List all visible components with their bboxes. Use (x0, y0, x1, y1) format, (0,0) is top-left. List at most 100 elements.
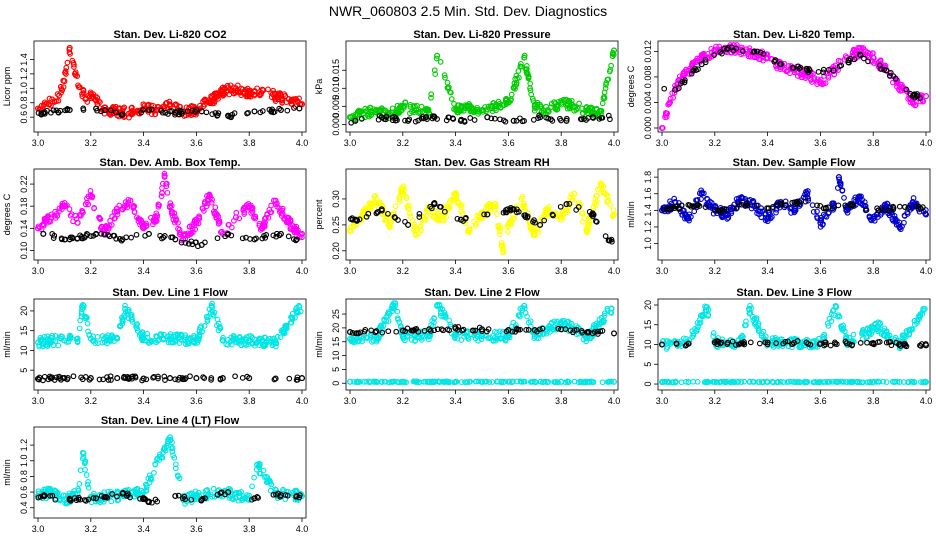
data-point (59, 87, 66, 93)
data-point (705, 312, 711, 319)
y-tick-label: 1.0 (19, 82, 29, 95)
data-point (885, 210, 892, 217)
data-point (593, 218, 599, 225)
plot-frame (33, 298, 307, 391)
data-point (887, 339, 894, 345)
data-point (885, 207, 891, 214)
data-point (140, 222, 147, 229)
data-point (452, 190, 459, 197)
data-point (402, 218, 408, 225)
data-point (427, 203, 434, 210)
data-point (209, 93, 216, 100)
data-point (362, 105, 369, 112)
data-point (49, 374, 55, 381)
data-point (172, 465, 179, 472)
data-point (506, 99, 513, 105)
data-point (394, 308, 401, 315)
panel-li820-temp: Stan. Dev. Li-820 Temp. degrees C 3.0 3.2 3.… (624, 26, 936, 161)
y-tick-label: 0.6 (19, 486, 29, 499)
data-point (267, 478, 273, 485)
data-point (346, 378, 354, 385)
data-point (428, 205, 435, 212)
data-point (462, 379, 468, 385)
data-point (867, 50, 873, 57)
data-point (685, 340, 692, 347)
data-point (537, 114, 544, 121)
data-point (592, 196, 599, 203)
data-point (386, 110, 393, 117)
data-point (283, 214, 290, 221)
data-point (403, 379, 409, 386)
data-point (209, 303, 216, 311)
data-point (804, 190, 811, 197)
data-point (502, 118, 509, 125)
data-point (117, 322, 124, 329)
data-point (268, 481, 275, 488)
data-point (717, 378, 724, 385)
data-point (145, 498, 152, 505)
data-point (82, 459, 89, 466)
x-tick-label: 4.0 (920, 266, 933, 276)
y-tick-label: 0.008 (643, 66, 653, 89)
data-point (94, 334, 101, 340)
data-point (827, 342, 834, 349)
data-point (373, 106, 380, 114)
data-point (62, 68, 69, 74)
data-point (196, 213, 202, 220)
data-point (892, 219, 899, 225)
data-point (278, 97, 285, 104)
data-point (413, 379, 419, 385)
data-point (53, 98, 60, 105)
data-point (689, 334, 696, 340)
data-point (73, 497, 80, 504)
data-point (159, 185, 165, 191)
data-point (875, 207, 882, 214)
data-point (670, 94, 677, 101)
x-tick-label: 3.4 (761, 266, 774, 276)
data-point (55, 492, 61, 499)
data-point (278, 210, 285, 217)
data-point (146, 472, 153, 479)
data-point (428, 91, 435, 98)
data-point (125, 307, 132, 313)
data-point (601, 310, 608, 317)
data-point (599, 379, 606, 386)
data-point (278, 328, 285, 334)
data-point (201, 323, 208, 329)
data-point (739, 48, 746, 54)
plot-frame (345, 298, 619, 391)
data-point (277, 106, 284, 114)
data-point (850, 52, 857, 59)
data-point (673, 341, 680, 347)
data-point (826, 209, 832, 216)
data-point (871, 341, 877, 348)
y-tick-label: 0.6 (19, 111, 29, 124)
data-point (260, 219, 267, 226)
data-point (545, 378, 552, 385)
data-point (448, 89, 454, 96)
data-point (888, 342, 895, 349)
data-point (433, 55, 440, 62)
data-point (106, 233, 113, 240)
data-point (478, 326, 486, 333)
data-point (662, 112, 669, 118)
data-point (491, 335, 498, 341)
data-point (178, 239, 185, 246)
data-point (161, 172, 168, 179)
data-point (699, 312, 706, 319)
data-point (145, 230, 152, 237)
data-point (167, 200, 174, 206)
data-point (525, 327, 532, 333)
data-point (391, 113, 398, 120)
data-point (875, 323, 882, 330)
data-point (577, 116, 584, 122)
y-tick-label: 1.2 (19, 439, 29, 452)
y-tick-label: 5 (643, 362, 653, 367)
data-point (505, 327, 512, 334)
data-point (355, 379, 362, 386)
data-point (354, 338, 361, 345)
data-point (51, 489, 57, 496)
data-point (399, 185, 406, 192)
